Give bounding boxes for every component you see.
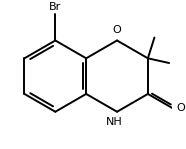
Text: O: O [113,25,121,35]
Text: NH: NH [106,117,123,127]
Text: Br: Br [49,2,61,12]
Text: O: O [177,103,185,113]
